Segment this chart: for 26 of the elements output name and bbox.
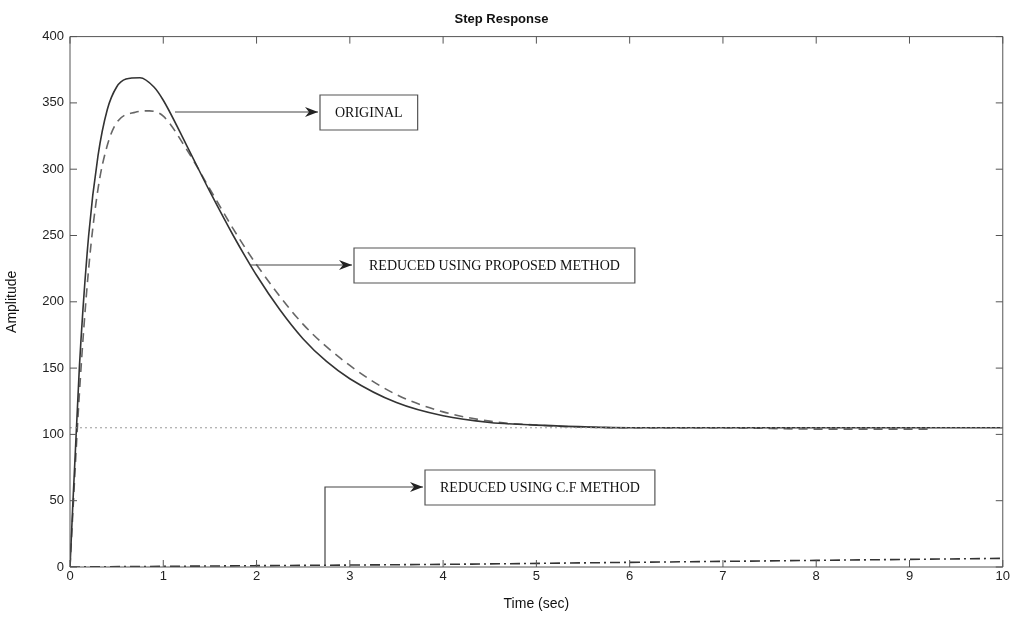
chart-title: Step Response (454, 11, 549, 27)
y-tick-label: 400 (42, 28, 64, 44)
y-tick-label: 300 (42, 160, 64, 176)
x-tick-label: 0 (66, 568, 74, 584)
x-tick-label: 10 (995, 568, 1010, 584)
x-tick-label: 8 (812, 568, 820, 584)
annotation: REDUCED USING C.F METHOD (440, 479, 640, 495)
x-tick-label: 5 (532, 568, 540, 584)
y-tick-label: 100 (42, 425, 64, 441)
y-tick-label: 150 (42, 359, 64, 375)
y-tick-label: 0 (56, 558, 64, 574)
y-tick-label: 50 (49, 492, 64, 508)
annotation: REDUCED USING PROPOSED METHOD (369, 257, 620, 273)
x-tick-label: 6 (626, 568, 634, 584)
x-tick-label: 7 (719, 568, 727, 584)
x-tick-label: 4 (439, 568, 447, 584)
x-tick-label: 1 (159, 568, 167, 584)
x-tick-label: 9 (905, 568, 914, 584)
y-axis-title: Amplitude (3, 270, 20, 333)
x-axis-title: Time (sec) (503, 595, 570, 612)
y-tick-label: 200 (42, 293, 64, 309)
y-tick-label: 250 (42, 227, 64, 243)
x-tick-label: 2 (252, 568, 261, 584)
y-tick-label: 350 (42, 94, 64, 110)
annotation: ORIGINAL (335, 104, 403, 120)
x-tick-label: 3 (346, 568, 354, 584)
